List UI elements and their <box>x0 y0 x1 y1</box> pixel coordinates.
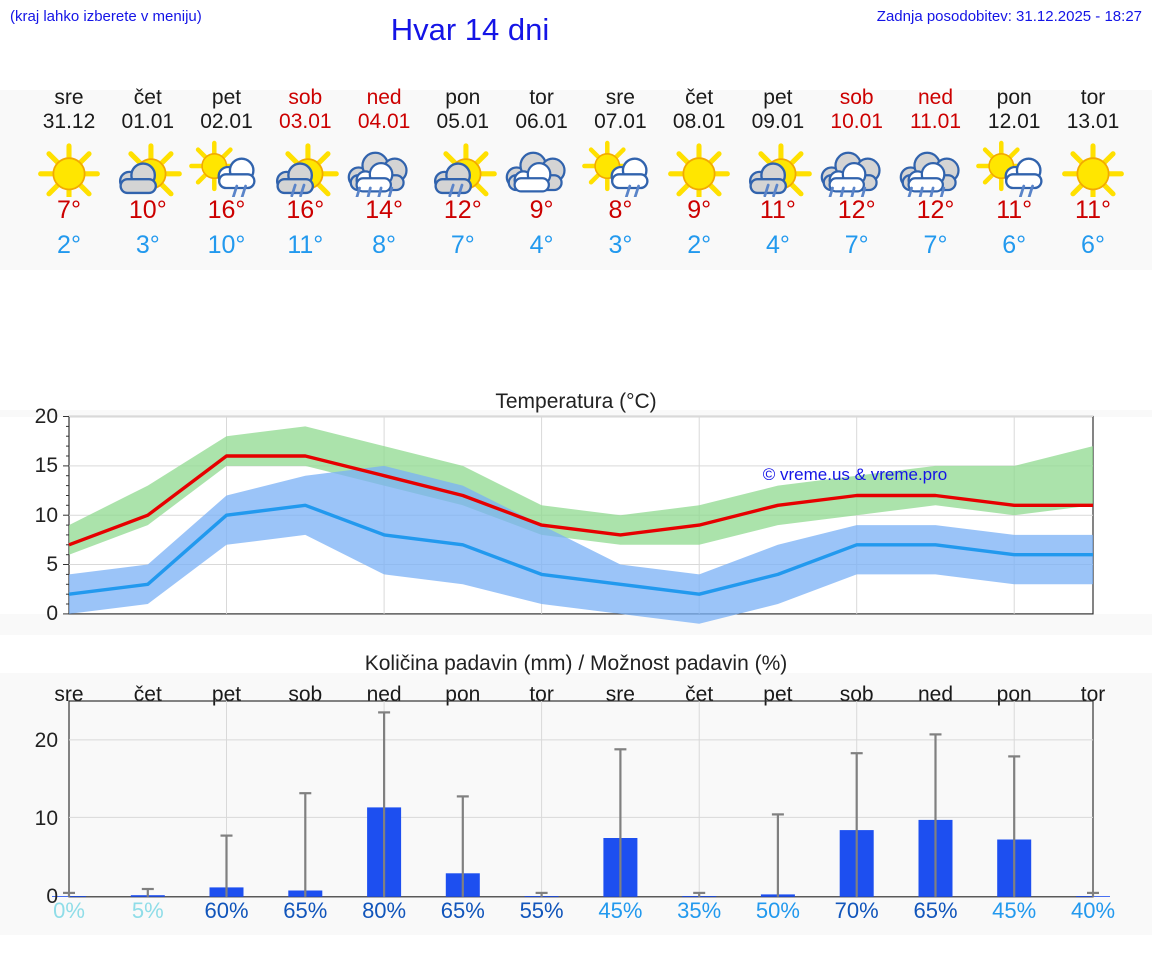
svg-text:20: 20 <box>35 729 58 752</box>
svg-text:10: 10 <box>35 807 58 830</box>
